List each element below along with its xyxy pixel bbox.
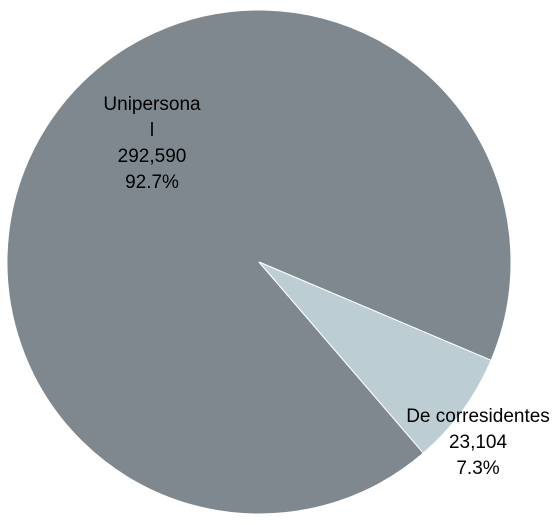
data-label: Unipersonal 292,590 92.7% bbox=[92, 92, 212, 196]
value-label: 23,104 bbox=[448, 432, 508, 453]
percent-label: 7.3% bbox=[456, 458, 500, 479]
pie-slice bbox=[258, 261, 492, 454]
slice-name: De corresidentes bbox=[406, 406, 550, 427]
data-label: De corresidentes 23,104 7.3% bbox=[393, 404, 557, 482]
percent-label: 92.7% bbox=[125, 172, 179, 193]
value-label: 292,590 bbox=[117, 146, 187, 167]
slice-name: Unipersonal bbox=[103, 94, 201, 141]
